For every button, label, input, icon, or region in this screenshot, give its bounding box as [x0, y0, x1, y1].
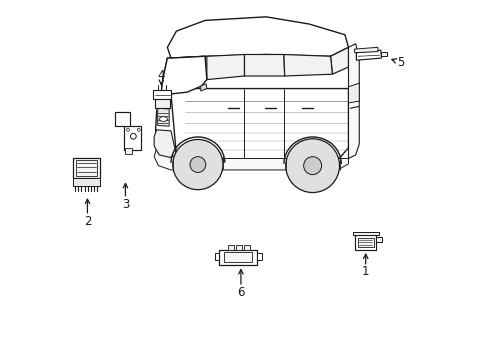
Polygon shape [214, 253, 219, 260]
Ellipse shape [159, 117, 167, 121]
Polygon shape [356, 50, 381, 60]
Circle shape [130, 134, 136, 139]
Polygon shape [223, 252, 252, 262]
Polygon shape [159, 58, 348, 169]
Polygon shape [73, 178, 100, 186]
Polygon shape [348, 83, 359, 103]
Polygon shape [153, 90, 171, 99]
Text: 6: 6 [237, 286, 244, 299]
Circle shape [137, 129, 140, 131]
Polygon shape [380, 51, 386, 56]
Text: 5: 5 [397, 56, 404, 69]
Circle shape [285, 139, 339, 193]
Polygon shape [284, 54, 332, 76]
Polygon shape [154, 130, 176, 157]
Polygon shape [348, 44, 359, 158]
Polygon shape [167, 17, 348, 58]
Polygon shape [76, 160, 97, 176]
Polygon shape [244, 54, 284, 76]
Polygon shape [158, 108, 169, 126]
Polygon shape [115, 112, 129, 126]
Polygon shape [244, 244, 249, 249]
Polygon shape [354, 235, 376, 249]
Polygon shape [357, 238, 373, 247]
Polygon shape [235, 244, 241, 249]
Polygon shape [155, 99, 169, 108]
Polygon shape [227, 244, 233, 249]
Polygon shape [161, 56, 206, 94]
Circle shape [190, 157, 205, 172]
Polygon shape [219, 249, 256, 265]
Polygon shape [256, 253, 262, 260]
Circle shape [126, 129, 129, 131]
Text: 1: 1 [361, 265, 369, 278]
Polygon shape [206, 54, 244, 80]
Polygon shape [354, 47, 377, 53]
Text: 3: 3 [122, 198, 129, 211]
Text: 4: 4 [157, 69, 165, 82]
Polygon shape [171, 56, 206, 89]
Polygon shape [330, 47, 348, 74]
Circle shape [303, 157, 321, 175]
Polygon shape [125, 148, 131, 154]
Circle shape [172, 139, 223, 190]
Polygon shape [73, 158, 100, 178]
Polygon shape [155, 92, 176, 155]
Polygon shape [352, 231, 379, 235]
Polygon shape [201, 84, 206, 91]
Polygon shape [154, 144, 348, 170]
Polygon shape [376, 237, 381, 242]
Polygon shape [124, 126, 141, 149]
Text: 2: 2 [83, 215, 91, 228]
